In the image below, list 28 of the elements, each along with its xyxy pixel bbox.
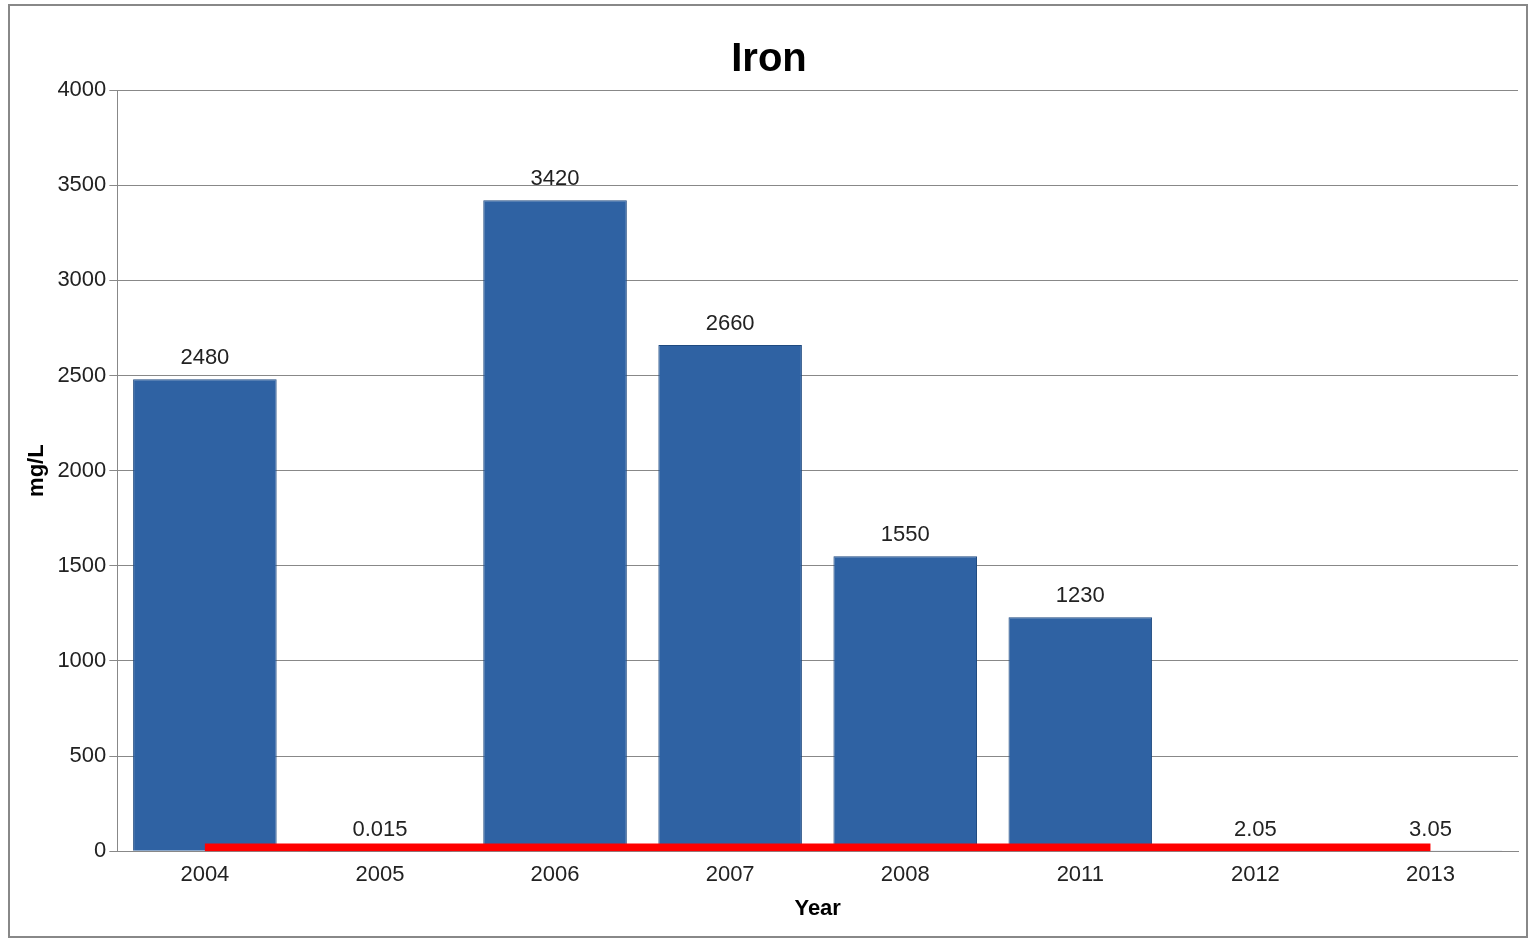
y-tick-label: 1500 [57, 551, 107, 577]
x-tick-label: 2007 [705, 861, 755, 887]
y-axis-title: mg/L [23, 444, 49, 497]
data-label: 2660 [705, 310, 755, 336]
data-label: 1550 [880, 521, 930, 547]
y-tick-label: 2500 [57, 361, 107, 387]
data-label: 0.015 [352, 816, 408, 842]
y-tick-label: 3000 [57, 266, 107, 292]
x-tick-label: 2013 [1405, 861, 1455, 887]
y-tick-label: 500 [69, 742, 107, 768]
x-tick-label: 2012 [1230, 861, 1280, 887]
chart-title: Iron [731, 35, 807, 80]
y-tick-label: 1000 [57, 646, 107, 672]
data-label: 3420 [530, 165, 580, 191]
x-tick-label: 2011 [1056, 861, 1104, 887]
x-tick-label: 2004 [180, 861, 230, 887]
data-label: 2.05 [1233, 815, 1277, 841]
y-tick-label: 2000 [57, 456, 107, 482]
data-label: 1230 [1055, 582, 1105, 608]
data-label: 3.05 [1409, 815, 1452, 841]
x-tick-label: 2008 [880, 861, 930, 887]
y-tick-label: 3500 [57, 171, 107, 197]
x-tick-label: 2006 [530, 861, 580, 887]
x-axis-title: Year [794, 894, 842, 920]
x-tick-label: 2005 [355, 861, 405, 887]
y-tick-label: 4000 [57, 76, 107, 102]
data-label: 2480 [180, 344, 230, 370]
y-tick-label: 0 [94, 837, 107, 863]
